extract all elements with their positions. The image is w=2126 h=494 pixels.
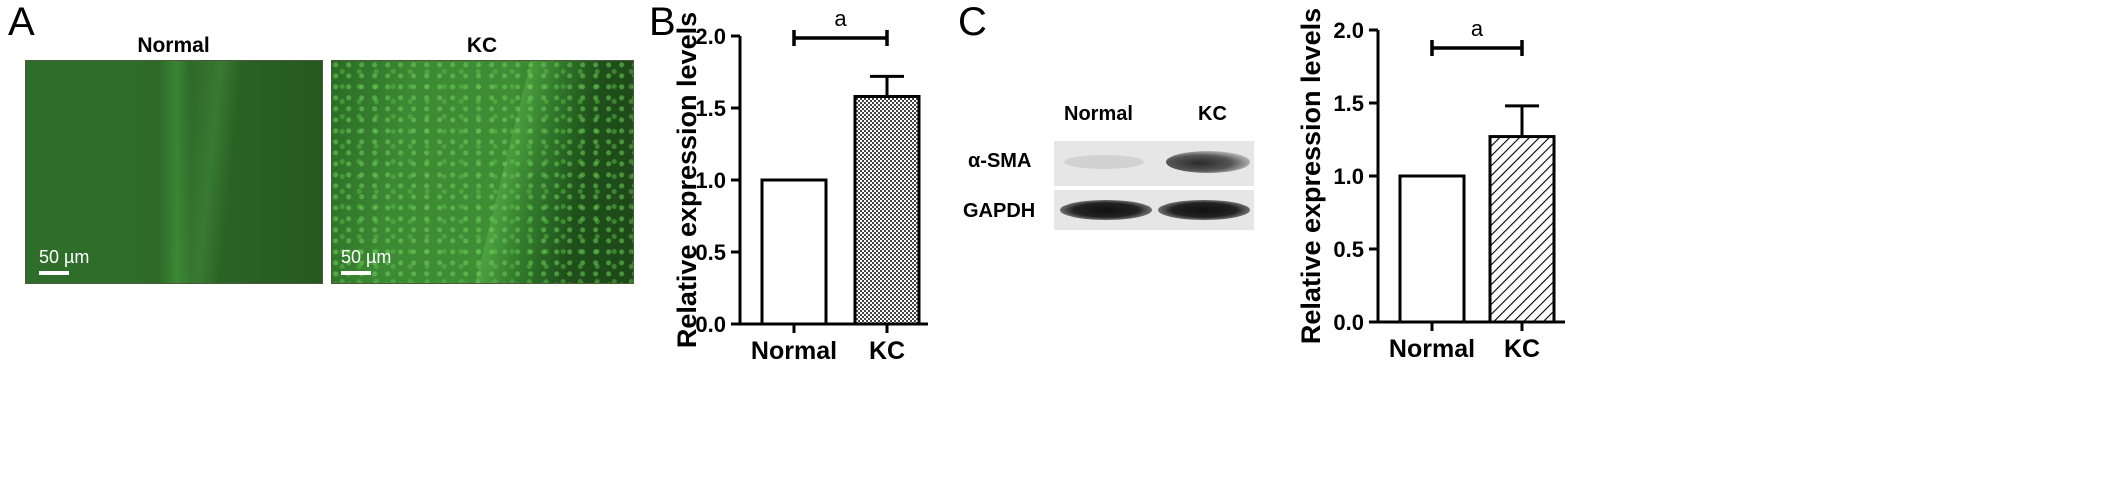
western-blot-asma [1054, 141, 1254, 186]
band-gapdh-kc [1158, 200, 1250, 220]
y-tick-label: 2.0 [1333, 18, 1364, 43]
scale-bar-kc: 50 µm [341, 247, 392, 275]
panel-letter-c: C [958, 0, 987, 44]
band-asma-normal [1064, 155, 1144, 169]
bar-kc [1488, 135, 1556, 324]
scale-label-kc: 50 µm [341, 247, 392, 267]
x-tick-label: Normal [1389, 335, 1475, 360]
panel-letter-b: B [649, 0, 676, 44]
panel-letter-a: A [8, 0, 35, 44]
row-label-gapdh: GAPDH [963, 200, 1036, 222]
western-blot-gapdh [1054, 190, 1254, 230]
y-tick-label: 2.0 [695, 24, 726, 49]
micrograph-kc: 50 µm [331, 60, 634, 284]
y-tick-label: 0.5 [1333, 237, 1364, 262]
y-tick-label: 1.0 [1333, 164, 1364, 189]
image-title-normal: Normal [137, 34, 210, 57]
y-tick-label: 0.5 [695, 240, 726, 265]
band-gapdh-normal [1060, 200, 1152, 220]
y-axis-label: Relative expression levels [672, 12, 702, 348]
row-label-asma: α-SMA [968, 150, 1032, 172]
band-asma-kc [1166, 151, 1250, 173]
x-tick-label: Normal [751, 337, 837, 360]
tissue-edge-kc [468, 61, 596, 283]
scale-line-normal [39, 271, 69, 275]
lane-label-kc: KC [1198, 103, 1227, 125]
scale-bar-normal: 50 µm [39, 247, 90, 275]
tissue-edge [161, 61, 246, 283]
significance-label: a [834, 6, 847, 31]
y-tick-label: 1.5 [695, 96, 726, 121]
chart-c: 0.0 0.5 1.0 1.5 2.0 Relative expression level… [1296, 8, 1565, 360]
y-axis-label: Relative expression levels [1296, 8, 1326, 344]
bar-normal [760, 178, 828, 326]
y-tick-label: 0.0 [695, 312, 726, 337]
image-title-kc: KC [466, 34, 498, 57]
micrograph-normal: 50 µm [25, 60, 323, 284]
y-tick-label: 1.0 [695, 168, 726, 193]
lane-label-normal: Normal [1064, 103, 1133, 125]
scale-line-kc [341, 271, 371, 275]
x-tick-label: KC [1504, 335, 1540, 360]
significance-label: a [1471, 16, 1484, 41]
scale-label-normal: 50 µm [39, 247, 90, 267]
x-tick-label: KC [869, 337, 905, 360]
y-tick-label: 0.0 [1333, 310, 1364, 335]
bar-kc [853, 94, 921, 326]
y-tick-label: 1.5 [1333, 91, 1364, 116]
bar-normal [1398, 174, 1466, 324]
